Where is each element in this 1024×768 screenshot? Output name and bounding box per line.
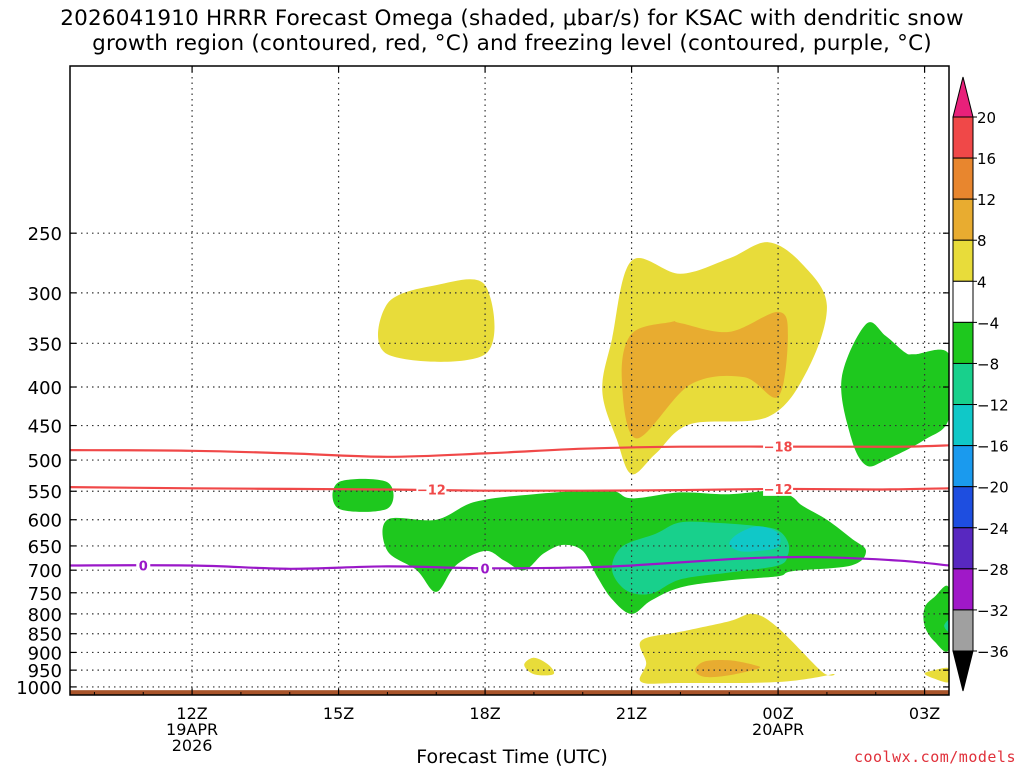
x-tick-label: 03Z — [909, 704, 940, 723]
contour-label: −12 — [764, 483, 793, 498]
x-tick-label: 21Z — [616, 704, 647, 723]
colorbar-label: 8 — [977, 232, 987, 250]
x-tick-label: 12Z — [176, 704, 207, 723]
colorbar-segment — [952, 157, 974, 200]
colorbar-segment — [952, 486, 974, 529]
contour-label: 0 — [481, 562, 490, 577]
x-tick-label: 00Z — [762, 704, 793, 723]
y-tick-label: 400 — [28, 378, 62, 399]
omega-neg-12-mid — [729, 526, 781, 552]
y-tick-label: 450 — [28, 417, 62, 438]
colorbar-label: −28 — [977, 561, 1009, 579]
contour-label: 0 — [139, 559, 148, 574]
colorbar-segment — [952, 116, 974, 159]
colorbar-segment — [952, 198, 974, 241]
colorbar-label: 16 — [977, 150, 996, 168]
omega-neg-4-lower-right — [923, 585, 949, 652]
chart-title-line2: growth region (contoured, red, °C) and f… — [92, 31, 932, 56]
colorbar-label: −4 — [977, 314, 999, 332]
dgz-minus-18-line — [70, 444, 949, 458]
colorbar-label: 4 — [977, 273, 987, 291]
y-tick-label: 550 — [28, 482, 62, 503]
colorbar-label: −24 — [977, 520, 1009, 538]
x-tick-year: 2026 — [172, 736, 213, 755]
chart-title: 2026041910 HRRR Forecast Omega (shaded, … — [0, 6, 1024, 56]
colorbar-label: −36 — [977, 643, 1009, 661]
y-tick-label: 1000 — [16, 678, 62, 699]
y-tick-label: 600 — [28, 511, 62, 532]
omega-neg-4-left-box — [332, 478, 394, 512]
colorbar-bottom-triangle — [952, 650, 974, 692]
plot-area: −18 −12 −12 0 0 — [70, 66, 949, 695]
colorbar-segment — [952, 609, 974, 652]
contour-label: −18 — [764, 441, 793, 456]
omega-pos-8-lower-center — [695, 660, 761, 678]
colorbar: 20 16 12 8 4 −4 −8 −12 −16 −20 −24 −28 −32 −36 — [952, 76, 1009, 692]
colorbar-segment — [952, 362, 974, 406]
y-tick-label: 900 — [28, 643, 62, 664]
y-tick-label: 850 — [28, 625, 62, 646]
y-tick-label: 250 — [28, 224, 62, 245]
x-tick-date: 19APR — [166, 720, 218, 739]
y-tick-label: 750 — [28, 584, 62, 605]
x-axis-title: Forecast Time (UTC) — [416, 746, 608, 768]
y-tick-label: 800 — [28, 605, 62, 626]
colorbar-segment — [952, 280, 974, 323]
colorbar-label: −16 — [977, 438, 1009, 456]
colorbar-label: −8 — [977, 355, 999, 373]
colorbar-segment — [952, 404, 974, 447]
y-tick-label: 700 — [28, 561, 62, 582]
credit-text: coolwx.com/models — [853, 748, 1016, 766]
plot-frame — [69, 65, 950, 696]
y-tick-label: 300 — [28, 284, 62, 305]
omega-pos-4-small-19z — [524, 657, 555, 676]
colorbar-segment — [952, 568, 974, 611]
omega-neg-8-lower-right — [944, 619, 949, 632]
colorbar-segment — [952, 527, 974, 570]
x-tick-label: 18Z — [469, 704, 500, 723]
x-tick-label: 15Z — [323, 704, 354, 723]
y-tick-label: 650 — [28, 537, 62, 558]
y-tick-label: 950 — [28, 661, 62, 682]
omega-pos-8-upper-center — [621, 311, 788, 439]
omega-pos-4-upper-left — [378, 279, 495, 362]
x-tick-date: 20APR — [752, 720, 804, 739]
contour-label: −12 — [417, 483, 446, 498]
y-tick-label: 500 — [28, 451, 62, 472]
omega-neg-4-upper-right — [841, 322, 949, 467]
omega-pos-4-lower-center — [639, 613, 835, 684]
colorbar-segment — [952, 321, 974, 364]
colorbar-label: 12 — [977, 191, 996, 209]
colorbar-label: 20 — [977, 109, 996, 127]
colorbar-label: −20 — [977, 479, 1009, 497]
dgz-minus-12-line — [70, 486, 949, 492]
colorbar-top-triangle — [952, 76, 974, 118]
y-tick-label: 350 — [28, 334, 62, 355]
freezing-level-line — [70, 555, 949, 570]
colorbar-segment — [952, 239, 974, 282]
chart-title-line1: 2026041910 HRRR Forecast Omega (shaded, … — [60, 6, 964, 31]
ground-strip — [70, 690, 949, 695]
colorbar-label: −32 — [977, 602, 1009, 620]
omega-pos-4-right-edge — [924, 667, 949, 683]
colorbar-label: −12 — [977, 397, 1009, 415]
colorbar-segment — [952, 445, 974, 488]
